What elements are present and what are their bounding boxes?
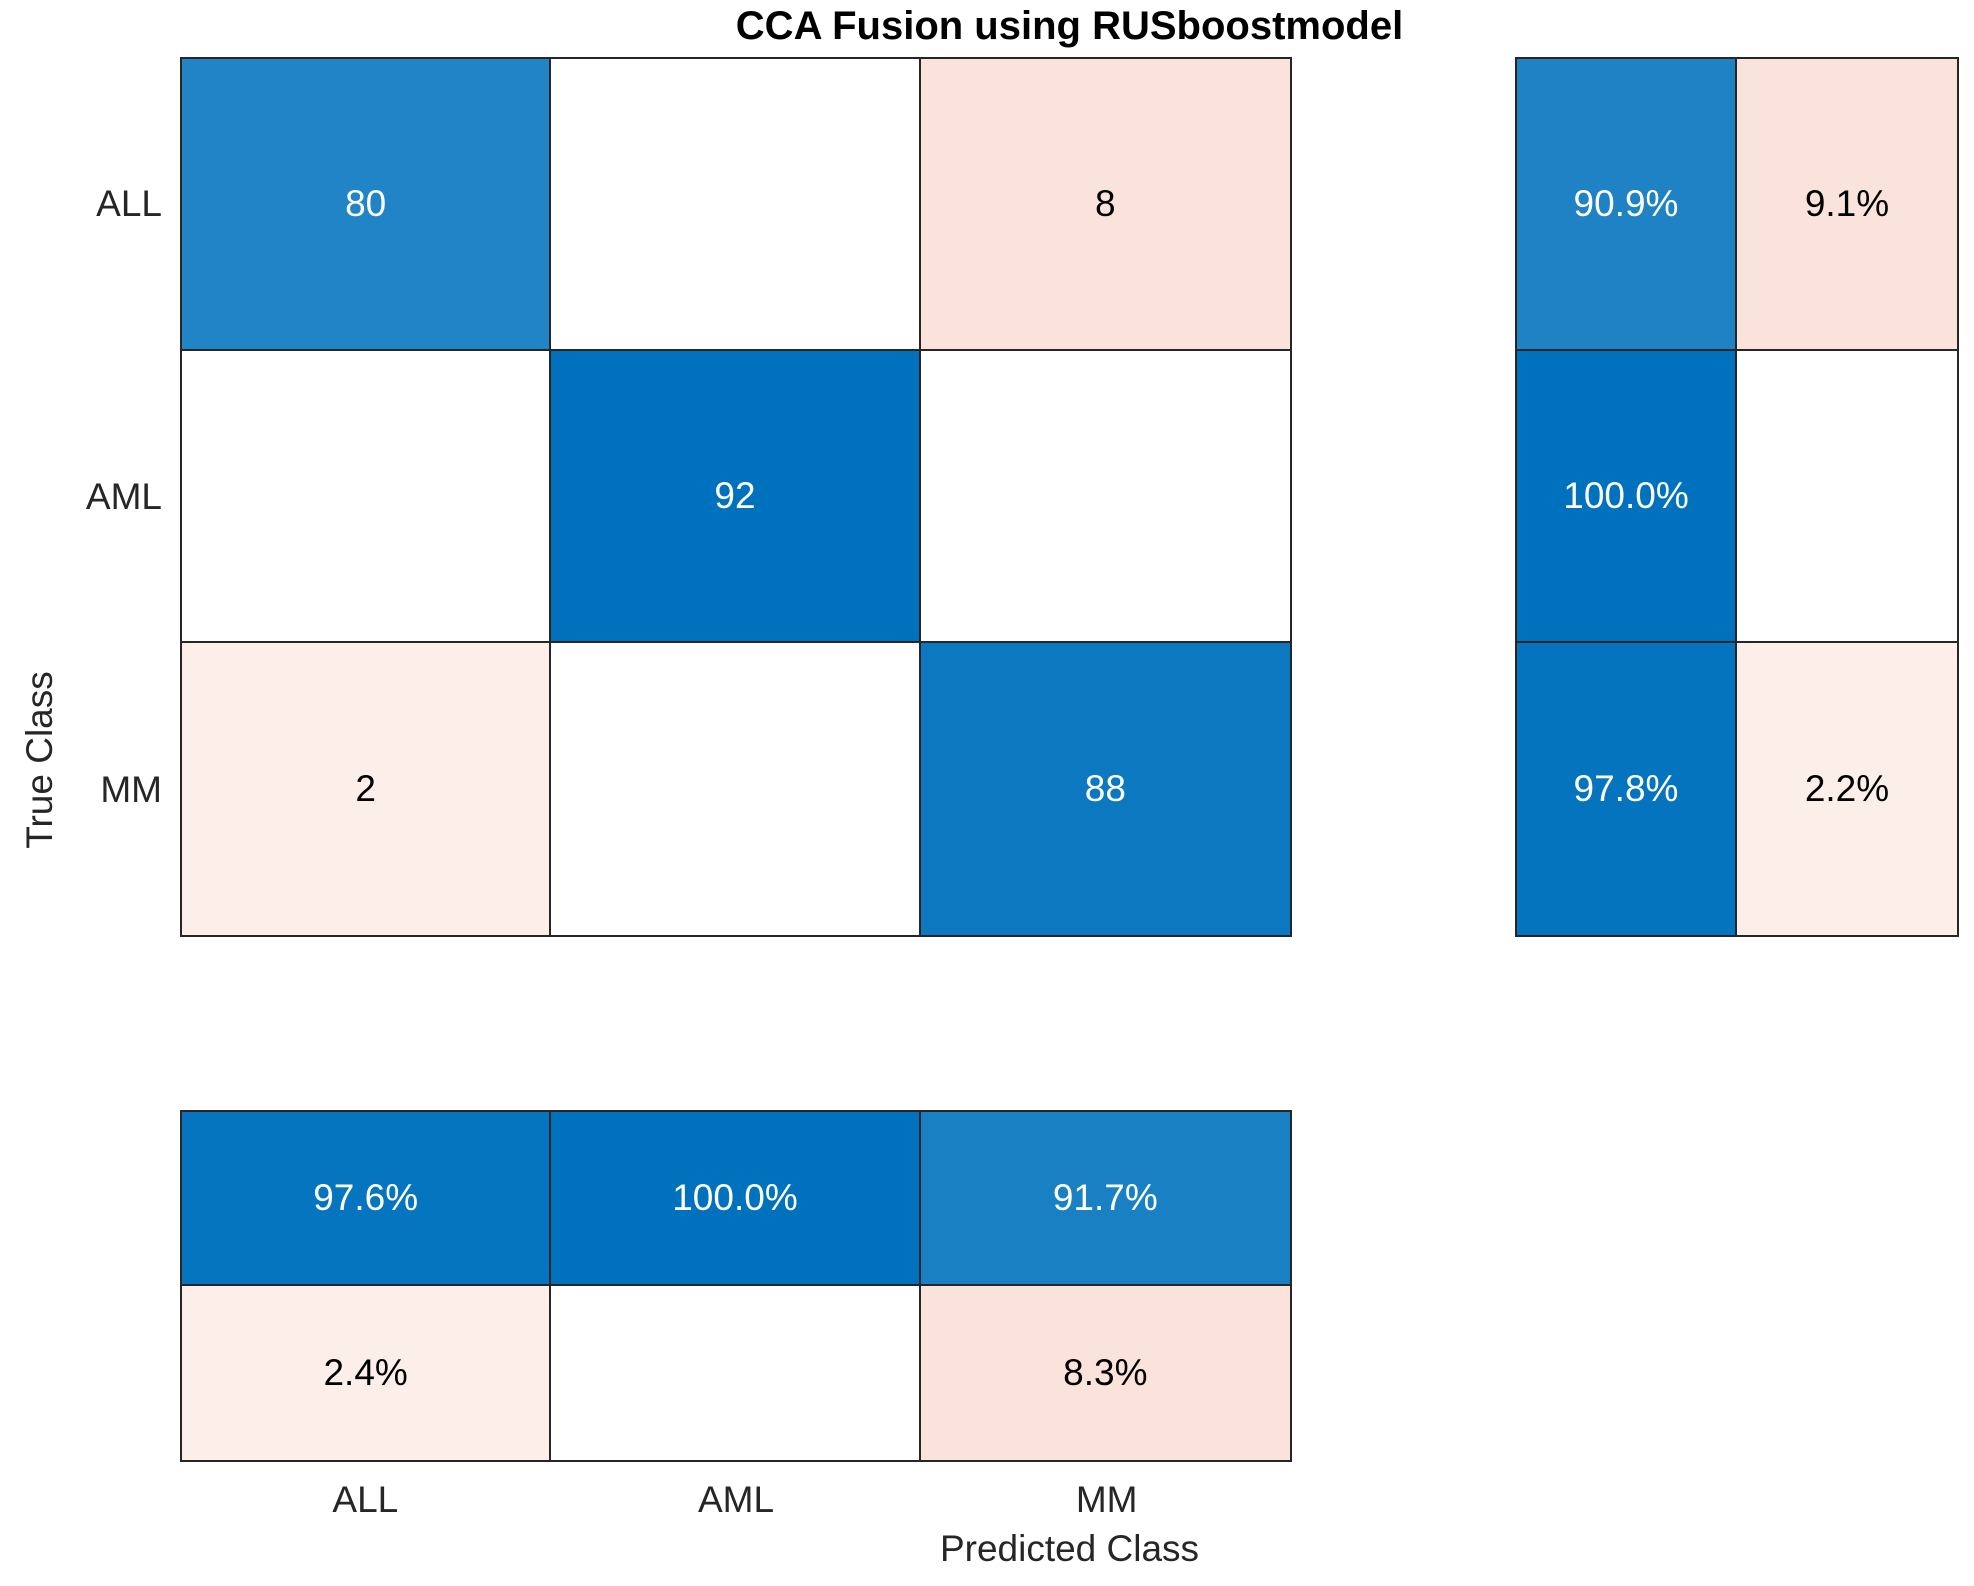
row_summary-cell-r2c1: 2.2% <box>1737 643 1957 935</box>
matrix-cell-r1c1: 92 <box>551 351 921 643</box>
x-tick-labels: ALL AML MM <box>180 1478 1292 1522</box>
matrix-cell-r1c2 <box>920 351 1290 643</box>
y-tick-labels: ALL AML MM <box>0 57 162 937</box>
column_summary-cell-r0c2: 91.7% <box>920 1112 1290 1286</box>
matrix-cell-r0c2: 8 <box>920 59 1290 351</box>
y-tick-ALL: ALL <box>96 182 162 224</box>
row_summary-cell-r1c1 <box>1737 351 1957 643</box>
x-tick-AML: AML <box>697 1479 775 1520</box>
x-tick-ALL: ALL <box>332 1479 399 1520</box>
matrix-cell-r0c0: 80 <box>182 59 552 351</box>
row_summary-cell-r2c0: 97.8% <box>1517 643 1737 935</box>
column_summary-cell-r0c1: 100.0% <box>551 1112 921 1286</box>
y-tick-AML: AML <box>85 475 162 517</box>
column_summary-cell-r1c0: 2.4% <box>182 1286 552 1460</box>
row_summary-cell-r0c0: 90.9% <box>1517 59 1737 351</box>
column_summary-cell-r1c1 <box>551 1286 921 1460</box>
column_summary-cell-r1c2: 8.3% <box>920 1286 1290 1460</box>
matrix-cell-r0c1 <box>551 59 921 351</box>
matrix-cell-r2c2: 88 <box>920 643 1290 935</box>
matrix-cell-r2c1 <box>551 643 921 935</box>
x-axis-label: Predicted Class <box>939 1528 1200 1569</box>
x-tick-MM: MM <box>1075 1479 1138 1520</box>
matrix-cell-r1c0 <box>182 351 552 643</box>
confusion-matrix-grid: 80 8 92 2 88 <box>180 57 1292 937</box>
chart-title: CCA Fusion using RUSboostmodel <box>735 4 1404 48</box>
row_summary-cell-r1c0: 100.0% <box>1517 351 1737 643</box>
column_summary-cell-r0c0: 97.6% <box>182 1112 552 1286</box>
row_summary-cell-r0c1: 9.1% <box>1737 59 1957 351</box>
column-summary-panel: 97.6% 100.0% 91.7% 2.4% 8.3% <box>180 1110 1292 1462</box>
row-summary-panel: 90.9% 9.1% 100.0% 97.8% 2.2% <box>1515 57 1959 937</box>
matrix-cell-r2c0: 2 <box>182 643 552 935</box>
y-tick-MM: MM <box>100 769 162 811</box>
